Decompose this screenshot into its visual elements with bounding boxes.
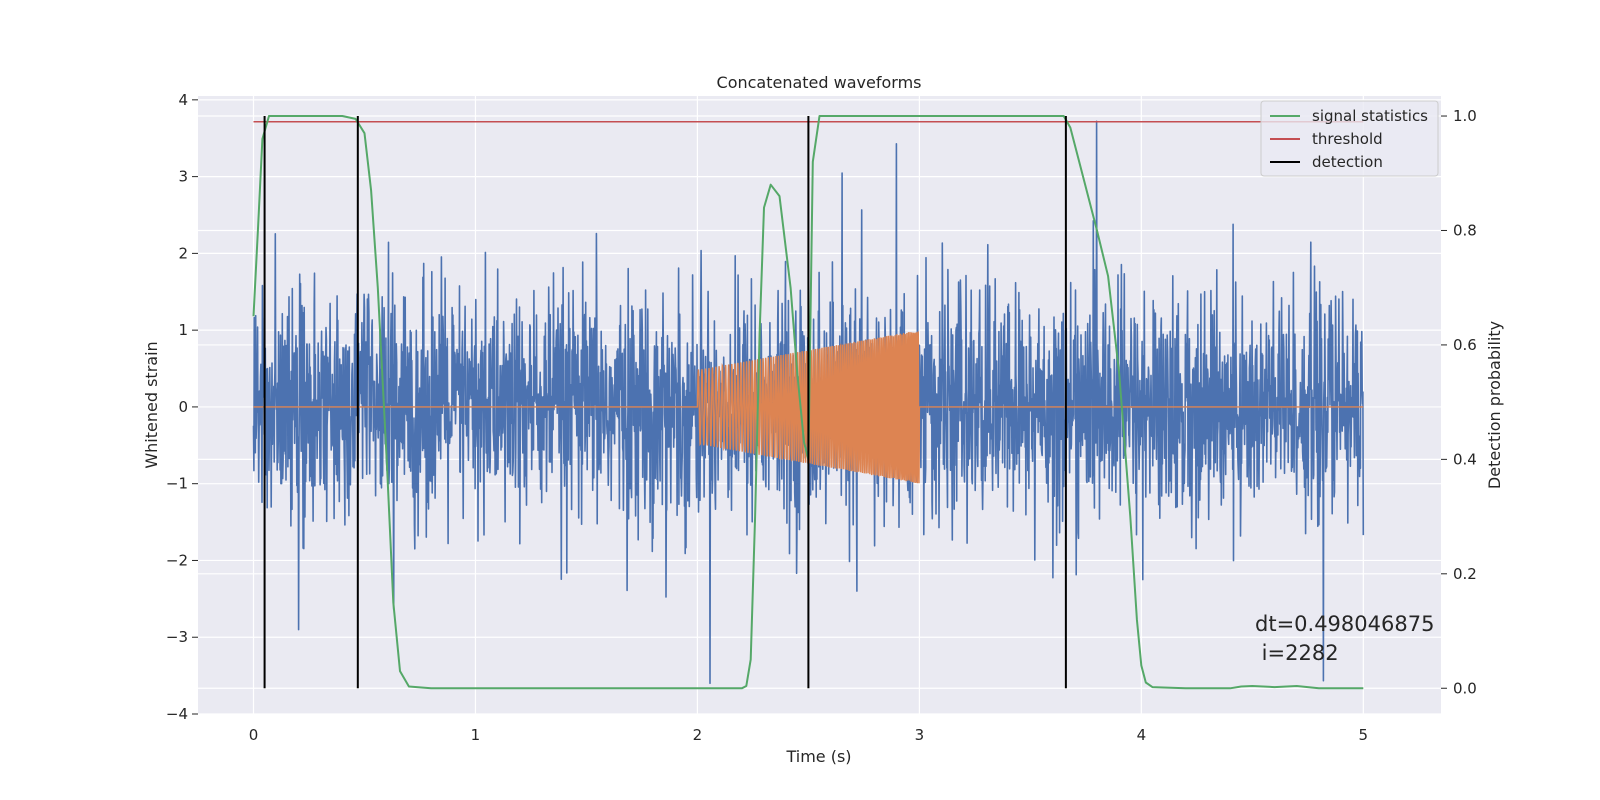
- legend-label-signal-statistics: signal statistics: [1312, 107, 1428, 125]
- y2-tick-label: 1.0: [1453, 107, 1477, 125]
- signal-statistics-line: [252, 115, 1364, 690]
- legend-label-threshold: threshold: [1312, 130, 1383, 148]
- y2-tick-label: 0.2: [1453, 565, 1477, 583]
- y-tick-label: −2: [166, 551, 188, 569]
- x-axis-label: Time (s): [785, 747, 851, 766]
- y-tick-label: 1: [178, 321, 188, 339]
- x-tick-label: 3: [915, 726, 925, 744]
- legend-label-detection: detection: [1312, 153, 1383, 171]
- y2-tick-label: 0.0: [1453, 679, 1477, 697]
- legend-box: [1260, 100, 1439, 177]
- y-tick-label: −1: [166, 475, 188, 493]
- y-tick-label: 0: [178, 398, 188, 416]
- y2-tick-label: 0.4: [1453, 450, 1477, 468]
- y-tick-label: 4: [178, 91, 188, 109]
- annotation-dt: dt=0.498046875: [1255, 612, 1434, 636]
- y2-tick-label: 0.6: [1453, 336, 1477, 354]
- y2-axis-label: Detection probability: [1485, 321, 1504, 489]
- x-tick-label: 2: [693, 726, 703, 744]
- x-tick-label: 4: [1137, 726, 1147, 744]
- y-axis-label: Whitened strain: [142, 341, 161, 468]
- chart-title: Concatenated waveforms: [717, 73, 922, 92]
- y-tick-label: 2: [178, 244, 188, 262]
- x-tick-label: 0: [249, 726, 259, 744]
- y-tick-label: 3: [178, 168, 188, 186]
- x-tick-label: 1: [471, 726, 481, 744]
- x-tick-label: 5: [1359, 726, 1369, 744]
- y-tick-label: −4: [166, 705, 188, 723]
- annotation-i: i=2282: [1255, 641, 1339, 665]
- y-tick-label: −3: [166, 628, 188, 646]
- y2-tick-label: 0.8: [1453, 221, 1477, 239]
- ticks: 0 1 2 3 4 5 −4 −3 −2 −1 0 1 2 3 4 0.0 0.2 0.4 0.6 0.8 1.0: [166, 91, 1477, 744]
- detection-series: [252, 115, 1364, 690]
- legend: signal statistics threshold detection: [1260, 100, 1439, 177]
